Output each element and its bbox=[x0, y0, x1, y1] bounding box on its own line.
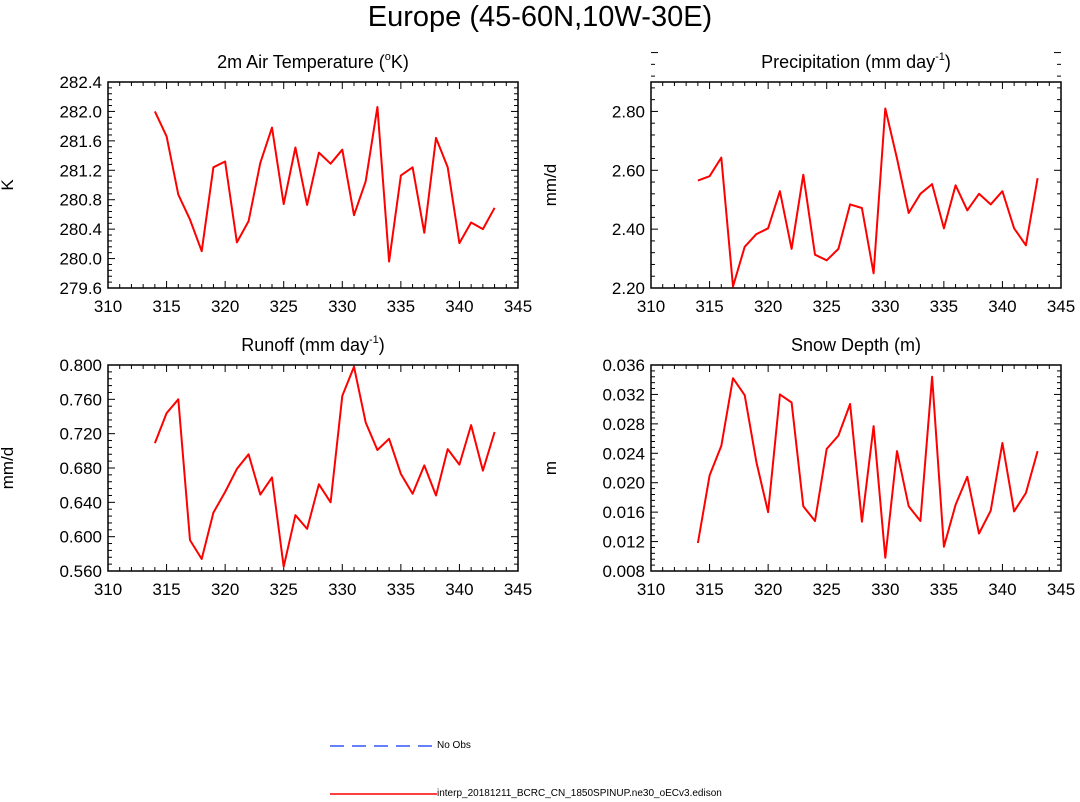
y-tick-label: 2.80 bbox=[612, 102, 645, 121]
x-tick-label: 310 bbox=[637, 580, 665, 599]
x-tick-label: 330 bbox=[871, 580, 899, 599]
legend-label-model: interp_20181211_BCRC_CN_1850SPINUP.ne30_… bbox=[437, 788, 722, 799]
legend-label-no-obs: No Obs bbox=[437, 740, 471, 751]
plot-frame bbox=[650, 364, 1062, 572]
y-tick-label: 2.60 bbox=[612, 161, 645, 180]
x-tick-label: 310 bbox=[94, 580, 122, 599]
y-axis-label: mm/d bbox=[541, 164, 560, 207]
y-tick-label: 280.8 bbox=[59, 191, 102, 210]
y-tick-label: 0.036 bbox=[602, 356, 645, 375]
x-tick-label: 340 bbox=[988, 580, 1016, 599]
y-tick-label: 281.2 bbox=[59, 161, 102, 180]
x-tick-label: 335 bbox=[387, 297, 415, 316]
x-tick-label: 345 bbox=[1047, 580, 1075, 599]
x-tick-label: 335 bbox=[930, 297, 958, 316]
x-tick-label: 320 bbox=[754, 580, 782, 599]
x-tick-label: 330 bbox=[328, 297, 356, 316]
y-tick-label: 0.800 bbox=[59, 356, 102, 375]
y-tick-label: 0.720 bbox=[59, 425, 102, 444]
plot-frame bbox=[107, 81, 519, 289]
y-tick-label: 279.6 bbox=[59, 279, 102, 298]
series-line bbox=[697, 107, 1039, 288]
chart-panel-2: 310 315 320 325 330 335 340 345 2.20 2.40 2.60 2.80… bbox=[541, 51, 1075, 316]
y-tick-label: 2.20 bbox=[612, 279, 645, 298]
y-tick-label: 2.40 bbox=[612, 220, 645, 239]
y-tick-label: 0.020 bbox=[602, 474, 645, 493]
x-tick-label: 335 bbox=[930, 580, 958, 599]
x-tick-label: 315 bbox=[152, 297, 180, 316]
series-line bbox=[153, 365, 496, 568]
x-tick-label: 320 bbox=[754, 297, 782, 316]
panel-title: Snow Depth (m) bbox=[791, 335, 921, 355]
x-tick-label: 340 bbox=[445, 297, 473, 316]
y-tick-label: 0.024 bbox=[602, 444, 645, 463]
y-tick-label: 0.028 bbox=[602, 415, 645, 434]
panel-title: 2m Air Temperature (oK) bbox=[217, 51, 409, 72]
x-tick-label: 320 bbox=[211, 297, 239, 316]
y-axis-label: K bbox=[0, 179, 17, 191]
y-tick-label: 0.640 bbox=[59, 493, 102, 512]
y-tick-label: 282.4 bbox=[59, 73, 102, 92]
y-tick-label: 0.760 bbox=[59, 390, 102, 409]
figure-title: Europe (45-60N,10W-30E) bbox=[367, 1, 713, 33]
y-tick-label: 0.008 bbox=[602, 562, 645, 581]
y-tick-label: 281.6 bbox=[59, 132, 102, 151]
x-tick-label: 325 bbox=[270, 297, 298, 316]
x-tick-label: 325 bbox=[813, 580, 841, 599]
y-tick-label: 0.600 bbox=[59, 528, 102, 547]
x-tick-label: 345 bbox=[1047, 297, 1075, 316]
chart-panel-1: 310 315 320 325 330 335 340 345 279.6 280.0 280.4 2… bbox=[0, 51, 532, 316]
x-tick-label: 335 bbox=[387, 580, 415, 599]
y-tick-label: 280.0 bbox=[59, 250, 102, 269]
x-tick-label: 315 bbox=[695, 580, 723, 599]
y-tick-label: 0.560 bbox=[59, 562, 102, 581]
y-tick-label: 0.012 bbox=[602, 533, 645, 552]
x-tick-label: 310 bbox=[94, 297, 122, 316]
x-tick-label: 315 bbox=[695, 297, 723, 316]
series-line bbox=[153, 106, 496, 263]
x-tick-label: 325 bbox=[270, 580, 298, 599]
x-tick-label: 340 bbox=[445, 580, 473, 599]
x-tick-label: 315 bbox=[152, 580, 180, 599]
x-tick-label: 310 bbox=[637, 297, 665, 316]
y-tick-label: 0.680 bbox=[59, 459, 102, 478]
plot-frame bbox=[107, 364, 519, 572]
chart-panel-3: 310 315 320 325 330 335 340 345 0.560 0.600 0.640 0… bbox=[0, 334, 532, 599]
x-tick-label: 330 bbox=[871, 297, 899, 316]
x-tick-label: 340 bbox=[988, 297, 1016, 316]
y-tick-label: 282.0 bbox=[59, 102, 102, 121]
y-tick-label: 280.4 bbox=[59, 220, 102, 239]
x-tick-label: 345 bbox=[504, 297, 532, 316]
series-line bbox=[696, 375, 1039, 559]
legend bbox=[330, 745, 437, 795]
chart-panel-4: 310 315 320 325 330 335 340 345 0.008 0.012 0.016 0… bbox=[541, 335, 1075, 599]
plot-frame bbox=[650, 81, 1062, 289]
panel-title: Precipitation (mm day-1) bbox=[761, 51, 951, 72]
panel-title: Runoff (mm day-1) bbox=[241, 334, 385, 355]
y-tick-label: 0.016 bbox=[602, 503, 645, 522]
y-axis-label: m bbox=[541, 461, 560, 475]
y-tick-label: 0.032 bbox=[602, 385, 645, 404]
x-tick-label: 325 bbox=[813, 297, 841, 316]
y-axis-label: mm/d bbox=[0, 447, 17, 490]
x-tick-label: 345 bbox=[504, 580, 532, 599]
x-tick-label: 320 bbox=[211, 580, 239, 599]
x-tick-label: 330 bbox=[328, 580, 356, 599]
